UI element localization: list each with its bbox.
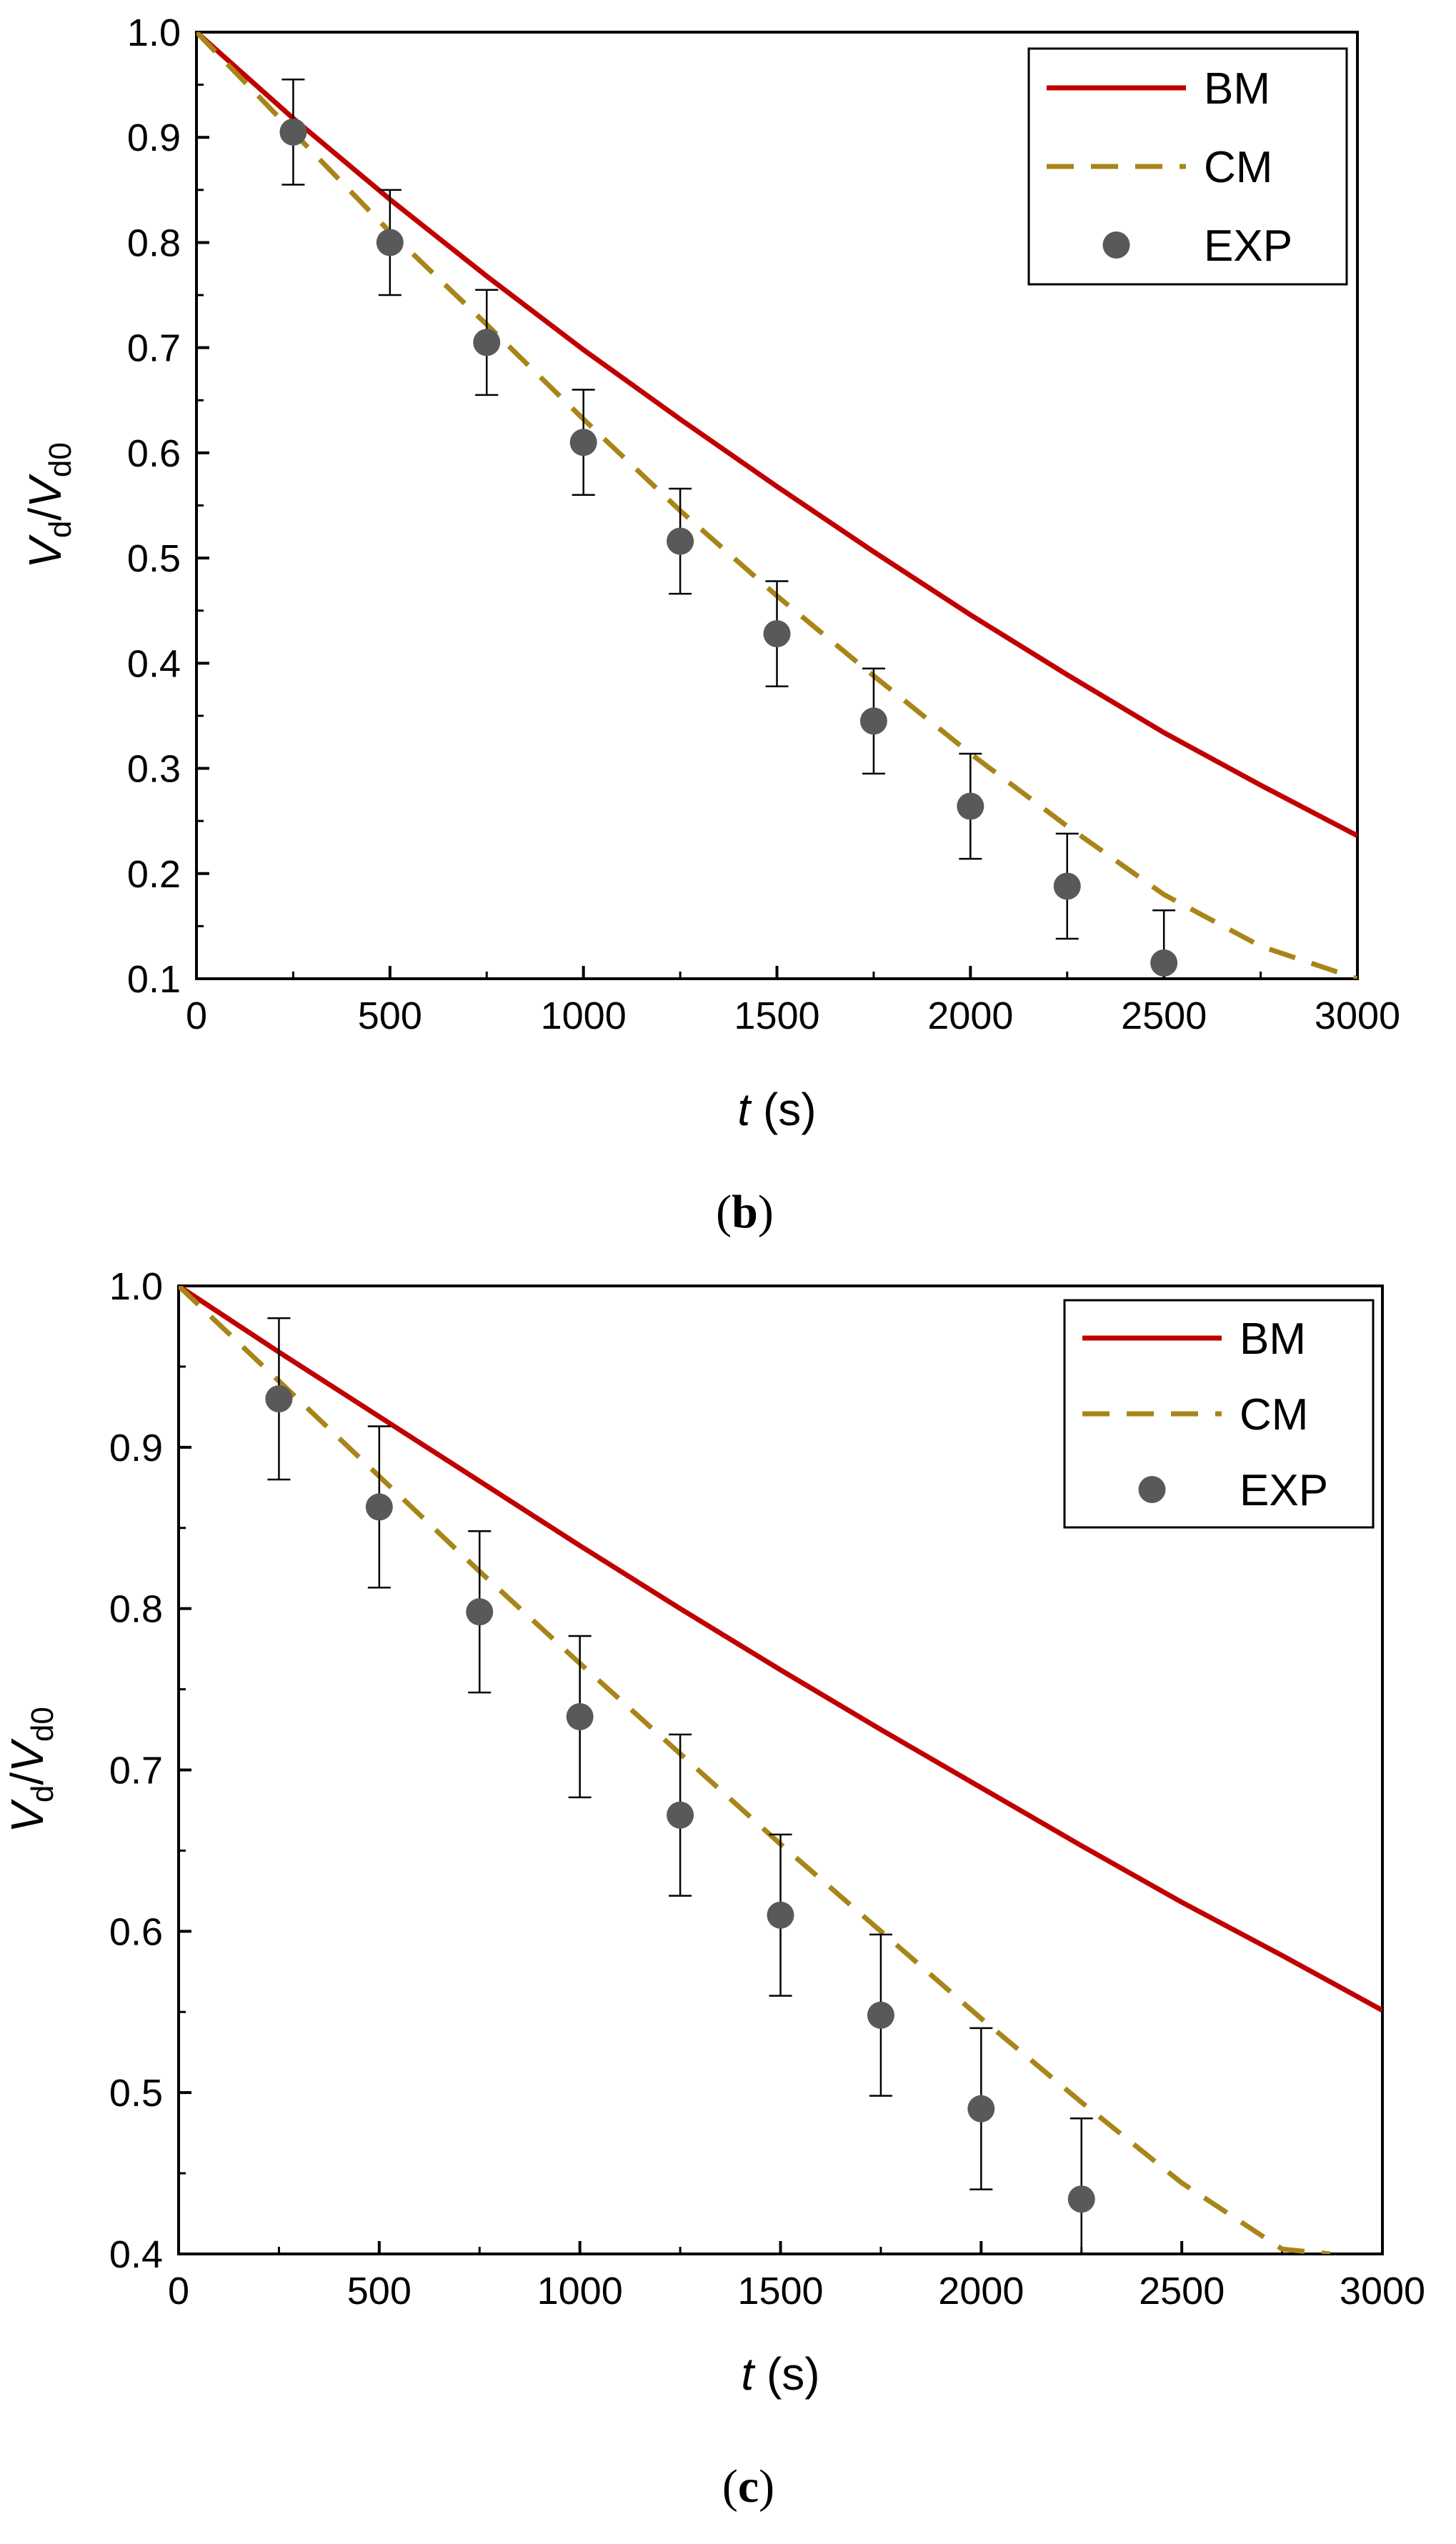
x-tick-label: 2000 bbox=[938, 2270, 1024, 2313]
exp-marker bbox=[859, 707, 887, 735]
legend-label-bm: BM bbox=[1240, 1315, 1306, 1364]
exp-marker bbox=[763, 620, 791, 648]
y-tick-label: 0.6 bbox=[127, 432, 181, 475]
y-tick-labels: 0.1 0.2 0.3 0.4 0.5 0.6 0.7 0.8 0.9 1.0 bbox=[127, 11, 181, 1001]
exp-point bbox=[473, 289, 501, 396]
series-layer bbox=[179, 1286, 1382, 2254]
exp-point bbox=[867, 1933, 894, 2097]
y-tick-label: 0.6 bbox=[109, 1910, 163, 1953]
exp-point bbox=[365, 1425, 393, 1589]
legend-swatch-exp bbox=[1102, 231, 1130, 259]
y-tick-label: 0.9 bbox=[127, 116, 181, 159]
exp-point bbox=[763, 580, 791, 687]
legend-label-exp: EXP bbox=[1240, 1466, 1328, 1515]
x-tick-label: 1500 bbox=[734, 994, 819, 1037]
y-tick-label: 1.0 bbox=[127, 11, 181, 54]
y-tick-label: 0.1 bbox=[127, 958, 181, 1001]
y-tick-label: 0.5 bbox=[127, 537, 181, 580]
y-tick-label: 0.7 bbox=[109, 1750, 163, 1792]
exp-marker bbox=[767, 1901, 794, 1929]
chart-panel-b: 0 500 1000 1500 2000 2500 3000 0.1 0.2 0… bbox=[19, 11, 1400, 1238]
legend-box bbox=[1027, 47, 1348, 286]
exp-marker bbox=[867, 2001, 894, 2029]
exp-point bbox=[667, 1733, 694, 1897]
exp-point bbox=[566, 1635, 594, 1799]
exp-marker bbox=[566, 1702, 594, 1730]
legend-swatch-exp bbox=[1138, 1476, 1166, 1503]
x-tick-label: 1000 bbox=[541, 994, 627, 1037]
legend-label-bm: BM bbox=[1204, 64, 1270, 114]
legend-label-exp: EXP bbox=[1204, 221, 1292, 271]
y-tick-label: 0.8 bbox=[109, 1588, 163, 1631]
y-tick-label: 0.3 bbox=[127, 748, 181, 791]
panel-label: (b) bbox=[716, 1186, 774, 1238]
exp-point bbox=[1067, 2117, 1095, 2254]
exp-point bbox=[967, 2027, 995, 2190]
y-tick-label: 1.0 bbox=[109, 1265, 163, 1308]
exp-marker bbox=[279, 118, 307, 146]
y-tick-label: 0.8 bbox=[127, 221, 181, 264]
x-tick-label: 500 bbox=[347, 2270, 412, 2313]
exp-marker bbox=[265, 1385, 293, 1413]
panel-label: (c) bbox=[722, 2460, 774, 2513]
exp-point bbox=[265, 1317, 293, 1481]
y-axis-title: Vd/Vd0 bbox=[19, 442, 78, 569]
legend: BM CM EXP bbox=[1027, 47, 1348, 286]
x-tick-label: 0 bbox=[186, 994, 207, 1037]
y-tick-label: 0.4 bbox=[109, 2233, 163, 2276]
exp-marker bbox=[1053, 872, 1081, 900]
series-layer bbox=[196, 32, 1357, 979]
exp-marker bbox=[1150, 949, 1178, 977]
exp-point bbox=[376, 189, 404, 296]
x-tick-label: 1000 bbox=[537, 2270, 623, 2313]
exp-point bbox=[667, 487, 694, 595]
y-axis-title: Vd/Vd0 bbox=[1, 1707, 60, 1833]
x-axis-title: t (s) bbox=[741, 2348, 819, 2400]
x-tick-label: 500 bbox=[358, 994, 422, 1037]
x-tick-label: 2500 bbox=[1121, 994, 1207, 1037]
exp-marker bbox=[569, 429, 597, 457]
x-tick-label: 2500 bbox=[1139, 2270, 1225, 2313]
exp-point bbox=[466, 1530, 494, 1694]
series-bm-line bbox=[179, 1286, 1382, 2013]
y-tick-labels: 0.4 0.5 0.6 0.7 0.8 0.9 1.0 bbox=[109, 1265, 163, 2276]
x-tick-labels: 0 500 1000 1500 2000 2500 3000 bbox=[186, 994, 1400, 1037]
exp-marker bbox=[365, 1493, 393, 1521]
exp-point bbox=[957, 752, 984, 860]
plot-area bbox=[177, 1285, 1384, 2255]
exp-point bbox=[1150, 909, 1178, 979]
legend-label-cm: CM bbox=[1240, 1390, 1308, 1440]
legend-label-cm: CM bbox=[1204, 143, 1272, 192]
exp-marker bbox=[466, 1598, 494, 1626]
exp-marker bbox=[667, 1801, 694, 1829]
y-tick-label: 0.2 bbox=[127, 853, 181, 896]
legend: BM CM EXP bbox=[1063, 1299, 1375, 1529]
exp-point bbox=[767, 1833, 794, 1997]
exp-marker bbox=[967, 2095, 995, 2123]
y-tick-label: 0.4 bbox=[127, 642, 181, 685]
x-tick-labels: 0 500 1000 1500 2000 2500 3000 bbox=[168, 2270, 1425, 2313]
exp-marker bbox=[1067, 2185, 1095, 2213]
x-tick-label: 3000 bbox=[1315, 994, 1400, 1037]
exp-point bbox=[279, 79, 307, 186]
x-tick-label: 0 bbox=[168, 2270, 189, 2313]
y-tick-label: 0.9 bbox=[109, 1427, 163, 1470]
y-tick-label: 0.7 bbox=[127, 327, 181, 370]
exp-marker bbox=[473, 329, 501, 356]
x-tick-label: 1500 bbox=[737, 2270, 823, 2313]
exp-point bbox=[569, 389, 597, 497]
exp-point bbox=[859, 667, 887, 775]
exp-marker bbox=[376, 229, 404, 256]
exp-marker bbox=[667, 527, 694, 555]
exp-point bbox=[1053, 832, 1081, 940]
exp-marker bbox=[957, 792, 984, 820]
chart-panel-c: 0 500 1000 1500 2000 2500 3000 0.4 0.5 0… bbox=[1, 1265, 1425, 2513]
y-tick-label: 0.5 bbox=[109, 2072, 163, 2115]
x-axis-title: t (s) bbox=[737, 1084, 816, 1135]
plot-area bbox=[195, 31, 1359, 980]
x-tick-label: 3000 bbox=[1340, 2270, 1425, 2313]
x-tick-label: 2000 bbox=[927, 994, 1013, 1037]
